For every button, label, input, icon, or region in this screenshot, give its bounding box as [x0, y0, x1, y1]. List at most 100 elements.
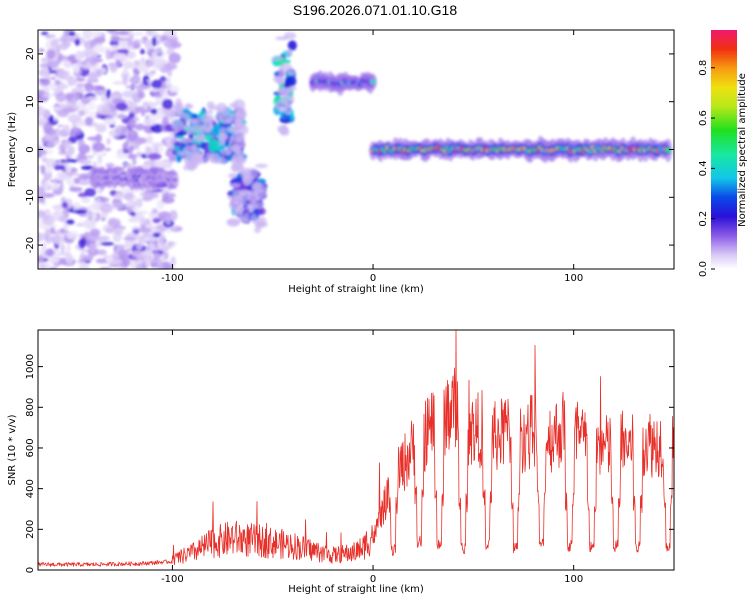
- heatmap-cell: [51, 76, 56, 80]
- heatmap-cell: [93, 44, 104, 53]
- heatmap-cell: [250, 213, 257, 224]
- heatmap-cell: [60, 243, 65, 254]
- heatmap-cell: [53, 117, 59, 121]
- heatmap-cell: [85, 116, 93, 126]
- heatmap-cell: [45, 142, 56, 147]
- heatmap-cell: [105, 89, 111, 99]
- heatmap-cell: [61, 201, 69, 209]
- heatmap-cell: [81, 174, 89, 180]
- x-tick-label: 100: [564, 574, 583, 585]
- heatmap-cell: [87, 205, 93, 212]
- heatmap-cell: [145, 62, 155, 67]
- heatmap-cell: [39, 248, 44, 255]
- heatmap-cell: [162, 116, 169, 126]
- snr-series-line: [38, 330, 674, 567]
- heatmap-cell: [100, 211, 108, 220]
- heatmap-cell: [279, 127, 290, 136]
- x-tick-label: -100: [161, 574, 184, 585]
- heatmap-cell: [129, 145, 134, 152]
- heatmap-cell: [228, 200, 241, 211]
- heatmap-region-4: [226, 163, 269, 234]
- heatmap-cell: [257, 208, 264, 215]
- heatmap-cell: [62, 140, 72, 147]
- heatmap-cell: [85, 96, 99, 101]
- heatmap-cell: [122, 74, 128, 86]
- heatmap-cell: [161, 254, 166, 262]
- heatmap-cell: [59, 171, 66, 183]
- heatmap-cell: [44, 233, 49, 243]
- heatmap-cell: [215, 102, 228, 113]
- y-tick-label: 10: [25, 95, 36, 108]
- heatmap-cell: [226, 218, 240, 227]
- heatmap-cell: [132, 196, 138, 201]
- heatmap-cell: [183, 124, 192, 131]
- heatmap-cell: [251, 181, 262, 191]
- heatmap-cell: [84, 188, 97, 197]
- colorbar-tick-label: 0.0: [698, 261, 709, 277]
- heatmap-cell: [43, 122, 53, 134]
- heatmap-cell: [191, 122, 204, 133]
- x-tick-label: 0: [370, 574, 376, 585]
- heatmap-cell: [157, 108, 162, 120]
- heatmap-cell: [84, 83, 94, 93]
- heatmap-cell: [170, 256, 177, 267]
- heatmap-cell: [154, 101, 160, 106]
- heatmap-cell: [91, 85, 105, 91]
- heatmap-cell: [237, 159, 245, 165]
- heatmap-cell: [55, 127, 61, 139]
- heatmap-cell: [270, 56, 285, 61]
- heatmap-cell: [168, 193, 176, 198]
- heatmap-cell: [185, 161, 199, 169]
- heatmap-cell: [172, 177, 178, 183]
- heatmap-cell: [126, 129, 139, 141]
- heatmap-cell: [95, 69, 103, 77]
- heatmap-cell: [170, 226, 178, 230]
- heatmap-cell: [161, 98, 173, 110]
- heatmap-cell: [97, 241, 102, 247]
- colorbar-tick-label: 0.8: [698, 60, 709, 76]
- heatmap-cell: [144, 39, 153, 50]
- heatmap-cell: [151, 142, 166, 146]
- heatmap-cell: [150, 123, 165, 133]
- heatmap-cell: [40, 165, 46, 175]
- heatmap-cell: [192, 136, 205, 142]
- heatmap-cell: [47, 82, 57, 91]
- heatmap-cell: [134, 123, 145, 131]
- heatmap-cell: [90, 210, 97, 221]
- heatmap-cell: [44, 34, 52, 39]
- heatmap-cell: [68, 31, 76, 36]
- heatmap-cell: [239, 190, 253, 195]
- heatmap-cell: [202, 134, 214, 142]
- heatmap-cell: [38, 106, 46, 116]
- colorbar-tick-label: 0.4: [698, 160, 709, 176]
- heatmap-cell: [129, 78, 140, 82]
- y-tick-label: 800: [25, 398, 36, 417]
- heatmap-cell: [165, 216, 171, 225]
- heatmap-cell: [287, 70, 296, 76]
- heatmap-cell: [189, 151, 202, 157]
- heatmap-cell: [105, 118, 117, 125]
- heatmap-cell: [110, 44, 119, 52]
- heatmap-cell: [138, 91, 145, 99]
- heatmap-cell: [146, 79, 151, 84]
- heatmap-cell: [114, 192, 125, 200]
- heatmap-cell: [38, 48, 45, 53]
- x-tick-label: -100: [161, 273, 184, 284]
- heatmap-cell: [153, 251, 161, 261]
- heatmap-cell: [140, 111, 146, 117]
- heatmap-cell: [225, 126, 235, 132]
- heatmap-cell: [118, 40, 129, 50]
- heatmap-cell: [132, 158, 137, 166]
- heatmap-cell: [91, 201, 102, 211]
- heatmap-cell: [149, 143, 164, 155]
- heatmap-cell: [77, 260, 86, 265]
- heatmap-cell: [46, 248, 55, 257]
- heatmap-cell: [95, 197, 101, 203]
- heatmap-cell: [149, 210, 162, 220]
- heatmap-cell: [284, 75, 297, 88]
- heatmap-cell: [79, 248, 90, 253]
- heatmap-cell: [59, 181, 64, 192]
- heatmap-cell: [118, 258, 131, 267]
- heatmap-cell: [127, 199, 133, 207]
